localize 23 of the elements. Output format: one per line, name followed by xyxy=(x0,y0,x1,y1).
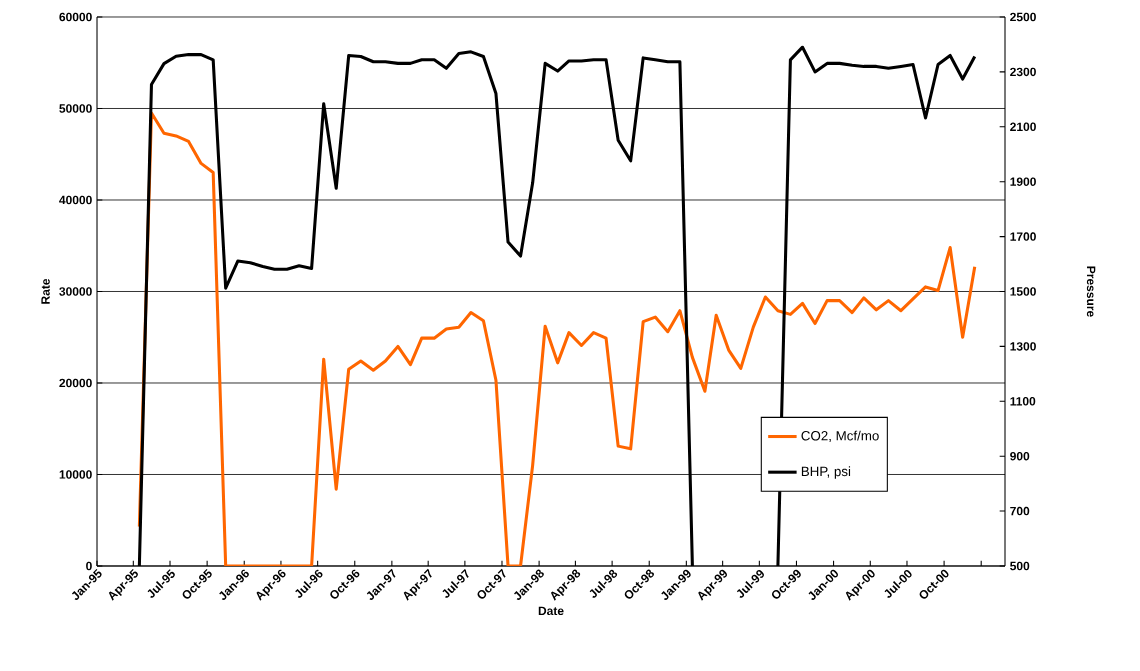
y-tick-label: 10000 xyxy=(59,470,92,479)
y2-axis-title: Pressure xyxy=(1086,266,1096,317)
y2-tick-label: 2300 xyxy=(1010,67,1036,77)
y2-tick-label: 2500 xyxy=(1010,12,1036,22)
y-tick-label: 40000 xyxy=(59,195,92,205)
y2-tick-label: 2100 xyxy=(1010,122,1036,132)
y2-tick-label: 1500 xyxy=(1010,287,1036,296)
x-axis-title: Date xyxy=(538,606,564,616)
y-tick-label: 60000 xyxy=(59,12,92,22)
y2-tick-label: 1700 xyxy=(1010,232,1036,241)
y-tick-label: 50000 xyxy=(59,104,92,113)
y-tick-label: 0 xyxy=(86,561,92,571)
y2-tick-label: 1100 xyxy=(1010,397,1036,406)
legend-label: BHP, psi xyxy=(801,466,851,479)
y2-tick-label: 1900 xyxy=(1010,177,1036,186)
y2-tick-label: 900 xyxy=(1010,451,1030,461)
y2-tick-label: 1300 xyxy=(1010,342,1036,351)
y-tick-label: 20000 xyxy=(59,378,92,388)
y-tick-label: 30000 xyxy=(59,287,92,296)
legend-label: CO2, Mcf/mo xyxy=(801,430,879,443)
y2-tick-label: 700 xyxy=(1010,506,1030,516)
y2-tick-label: 500 xyxy=(1010,561,1030,571)
y-axis-title: Rate xyxy=(41,278,50,304)
